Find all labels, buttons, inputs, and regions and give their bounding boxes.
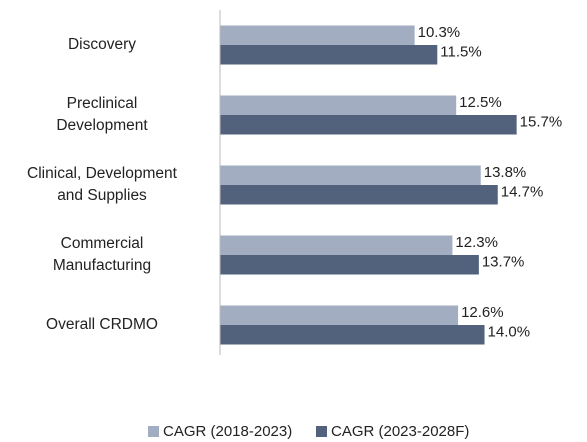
value-label: 13.8% [484, 164, 527, 181]
value-label: 12.6% [461, 304, 504, 321]
bar [220, 325, 485, 345]
legend-label: CAGR (2023-2028F) [331, 423, 469, 440]
value-label: 14.0% [488, 324, 531, 341]
value-label: 11.5% [440, 44, 481, 61]
category-label: Preclinical Development [56, 95, 148, 134]
category-label: Clinical, Development and Supplies [27, 165, 177, 204]
bar [220, 165, 481, 185]
value-label: 15.7% [520, 114, 563, 131]
bar [220, 25, 415, 45]
value-label: 10.3% [418, 24, 461, 41]
category-label: Overall CRDMO [46, 316, 158, 333]
legend-label: CAGR (2018-2023) [163, 423, 292, 440]
legend-swatch [148, 426, 159, 437]
bar [220, 45, 438, 65]
value-label: 12.3% [455, 234, 498, 251]
category-label: Discovery [67, 36, 137, 53]
bar [220, 95, 457, 115]
value-label: 13.7% [482, 254, 525, 271]
bar [220, 235, 453, 255]
bar [220, 255, 479, 275]
bar [220, 115, 517, 135]
value-label: 12.5% [459, 94, 502, 111]
value-label: 14.7% [501, 184, 544, 201]
category-label: Commercial Manufacturing [52, 235, 152, 274]
bar [220, 305, 459, 325]
bar [220, 185, 498, 205]
legend-swatch [316, 426, 327, 437]
